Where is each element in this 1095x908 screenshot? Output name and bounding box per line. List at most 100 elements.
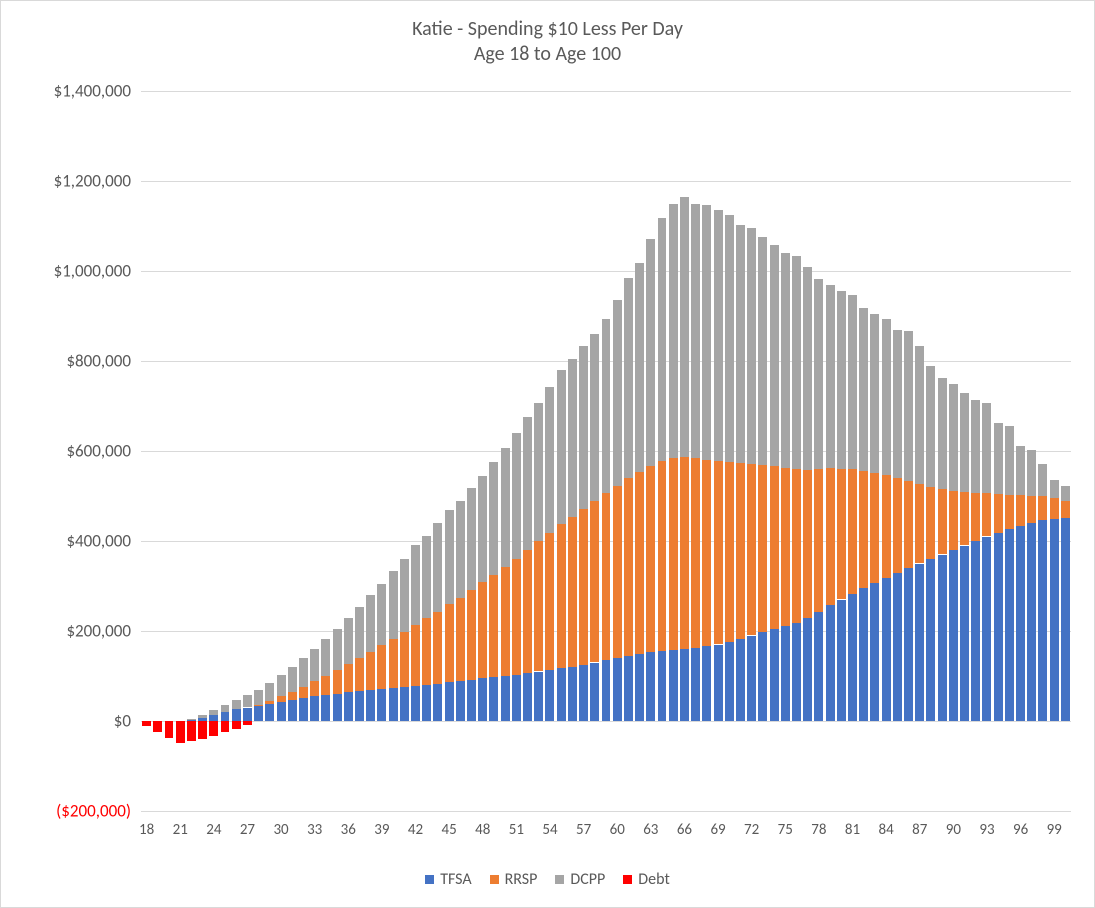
bar-column bbox=[299, 91, 308, 811]
bar-segment-dcpp bbox=[445, 510, 454, 605]
x-tick-label: 42 bbox=[408, 821, 423, 839]
bar-segment-tfsa bbox=[265, 704, 274, 721]
x-tick-label: 48 bbox=[475, 821, 490, 839]
x-tick-label: 81 bbox=[845, 821, 860, 839]
bar-segment-dcpp bbox=[613, 300, 622, 486]
bar-column bbox=[534, 91, 543, 811]
bar-column bbox=[422, 91, 431, 811]
bar-segment-rrsp bbox=[904, 481, 913, 568]
bar-column bbox=[243, 91, 252, 811]
bar-segment-rrsp bbox=[445, 604, 454, 682]
bar-segment-rrsp bbox=[579, 509, 588, 665]
bar-slot bbox=[701, 91, 712, 811]
bar-segment-rrsp bbox=[803, 470, 812, 619]
bar-segment-tfsa bbox=[926, 559, 935, 721]
bar-segment-tfsa bbox=[366, 690, 375, 721]
bar-slot bbox=[881, 91, 892, 811]
bar-segment-rrsp bbox=[960, 492, 969, 546]
bar-column bbox=[691, 91, 700, 811]
bar-column bbox=[512, 91, 521, 811]
legend-swatch-dcpp bbox=[555, 875, 564, 884]
bar-segment-tfsa bbox=[1038, 520, 1047, 721]
y-tick-label: $200,000 bbox=[6, 621, 131, 642]
bar-segment-tfsa bbox=[814, 612, 823, 721]
chart-card: Katie - Spending $10 Less Per Day Age 18… bbox=[0, 0, 1095, 908]
bar-column bbox=[882, 91, 891, 811]
bar-slot bbox=[399, 91, 410, 811]
bar-segment-tfsa bbox=[456, 681, 465, 721]
bar-segment-rrsp bbox=[1005, 495, 1014, 530]
bar-segment-rrsp bbox=[310, 681, 319, 696]
bar-segment-rrsp bbox=[545, 533, 554, 670]
bar-column bbox=[288, 91, 297, 811]
bar-segment-dcpp bbox=[770, 245, 779, 466]
bar-segment-rrsp bbox=[770, 466, 779, 628]
bar-segment-tfsa bbox=[221, 712, 230, 721]
bar-column bbox=[624, 91, 633, 811]
bar-segment-dcpp bbox=[736, 225, 745, 464]
bar-slot bbox=[903, 91, 914, 811]
bar-segment-rrsp bbox=[333, 670, 342, 693]
bar-segment-debt bbox=[153, 721, 162, 732]
bar-segment-tfsa bbox=[792, 623, 801, 721]
bar-column bbox=[613, 91, 622, 811]
bar-slot bbox=[455, 91, 466, 811]
bar-segment-debt bbox=[187, 721, 196, 741]
bar-slot bbox=[668, 91, 679, 811]
bar-slot bbox=[768, 91, 779, 811]
bar-segment-dcpp bbox=[826, 285, 835, 469]
bar-segment-dcpp bbox=[1016, 446, 1025, 495]
bar-slot bbox=[645, 91, 656, 811]
x-tick-label: 66 bbox=[677, 821, 692, 839]
bar-segment-dcpp bbox=[1005, 426, 1014, 495]
bar-segment-dcpp bbox=[747, 228, 756, 464]
bar-segment-tfsa bbox=[333, 694, 342, 721]
bar-slot bbox=[242, 91, 253, 811]
bar-segment-rrsp bbox=[971, 493, 980, 541]
bar-segment-tfsa bbox=[534, 672, 543, 722]
x-tick-label: 51 bbox=[509, 821, 524, 839]
chart-title-line1: Katie - Spending $10 Less Per Day bbox=[1, 17, 1094, 42]
bar-segment-dcpp bbox=[478, 476, 487, 582]
bar-slot bbox=[1060, 91, 1071, 811]
bar-segment-rrsp bbox=[299, 687, 308, 698]
bar-segment-rrsp bbox=[949, 491, 958, 550]
bar-segment-dcpp bbox=[646, 239, 655, 466]
bar-segment-dcpp bbox=[848, 295, 857, 469]
bar-segment-dcpp bbox=[344, 618, 353, 664]
bar-column bbox=[209, 91, 218, 811]
bar-segment-rrsp bbox=[994, 494, 1003, 533]
bar-segment-dcpp bbox=[1050, 480, 1059, 498]
bar-column bbox=[557, 91, 566, 811]
bar-segment-tfsa bbox=[893, 573, 902, 721]
bar-segment-debt bbox=[221, 721, 230, 732]
bar-slot bbox=[152, 91, 163, 811]
bar-segment-rrsp bbox=[814, 469, 823, 612]
bar-slot bbox=[847, 91, 858, 811]
y-tick-label: $400,000 bbox=[6, 531, 131, 552]
bar-slot bbox=[937, 91, 948, 811]
bar-segment-tfsa bbox=[1050, 519, 1059, 722]
bar-slot bbox=[612, 91, 623, 811]
chart-title: Katie - Spending $10 Less Per Day Age 18… bbox=[1, 17, 1094, 67]
legend-item-dcpp: DCPP bbox=[555, 870, 605, 889]
bar-column bbox=[949, 91, 958, 811]
bar-segment-rrsp bbox=[1061, 501, 1070, 518]
bar-segment-rrsp bbox=[355, 658, 364, 691]
y-tick-label: $800,000 bbox=[6, 351, 131, 372]
bar-slot bbox=[511, 91, 522, 811]
bar-column bbox=[635, 91, 644, 811]
legend-swatch-tfsa bbox=[425, 875, 434, 884]
bar-slot bbox=[500, 91, 511, 811]
bar-segment-tfsa bbox=[994, 533, 1003, 721]
bar-column bbox=[165, 91, 174, 811]
bar-segment-dcpp bbox=[411, 545, 420, 625]
bar-segment-rrsp bbox=[344, 664, 353, 692]
bar-segment-rrsp bbox=[635, 472, 644, 654]
bar-segment-rrsp bbox=[433, 612, 442, 684]
bar-segment-dcpp bbox=[904, 331, 913, 480]
x-tick-label: 33 bbox=[307, 821, 322, 839]
bar-segment-dcpp bbox=[792, 256, 801, 469]
bar-segment-tfsa bbox=[321, 695, 330, 721]
bar-slot bbox=[376, 91, 387, 811]
